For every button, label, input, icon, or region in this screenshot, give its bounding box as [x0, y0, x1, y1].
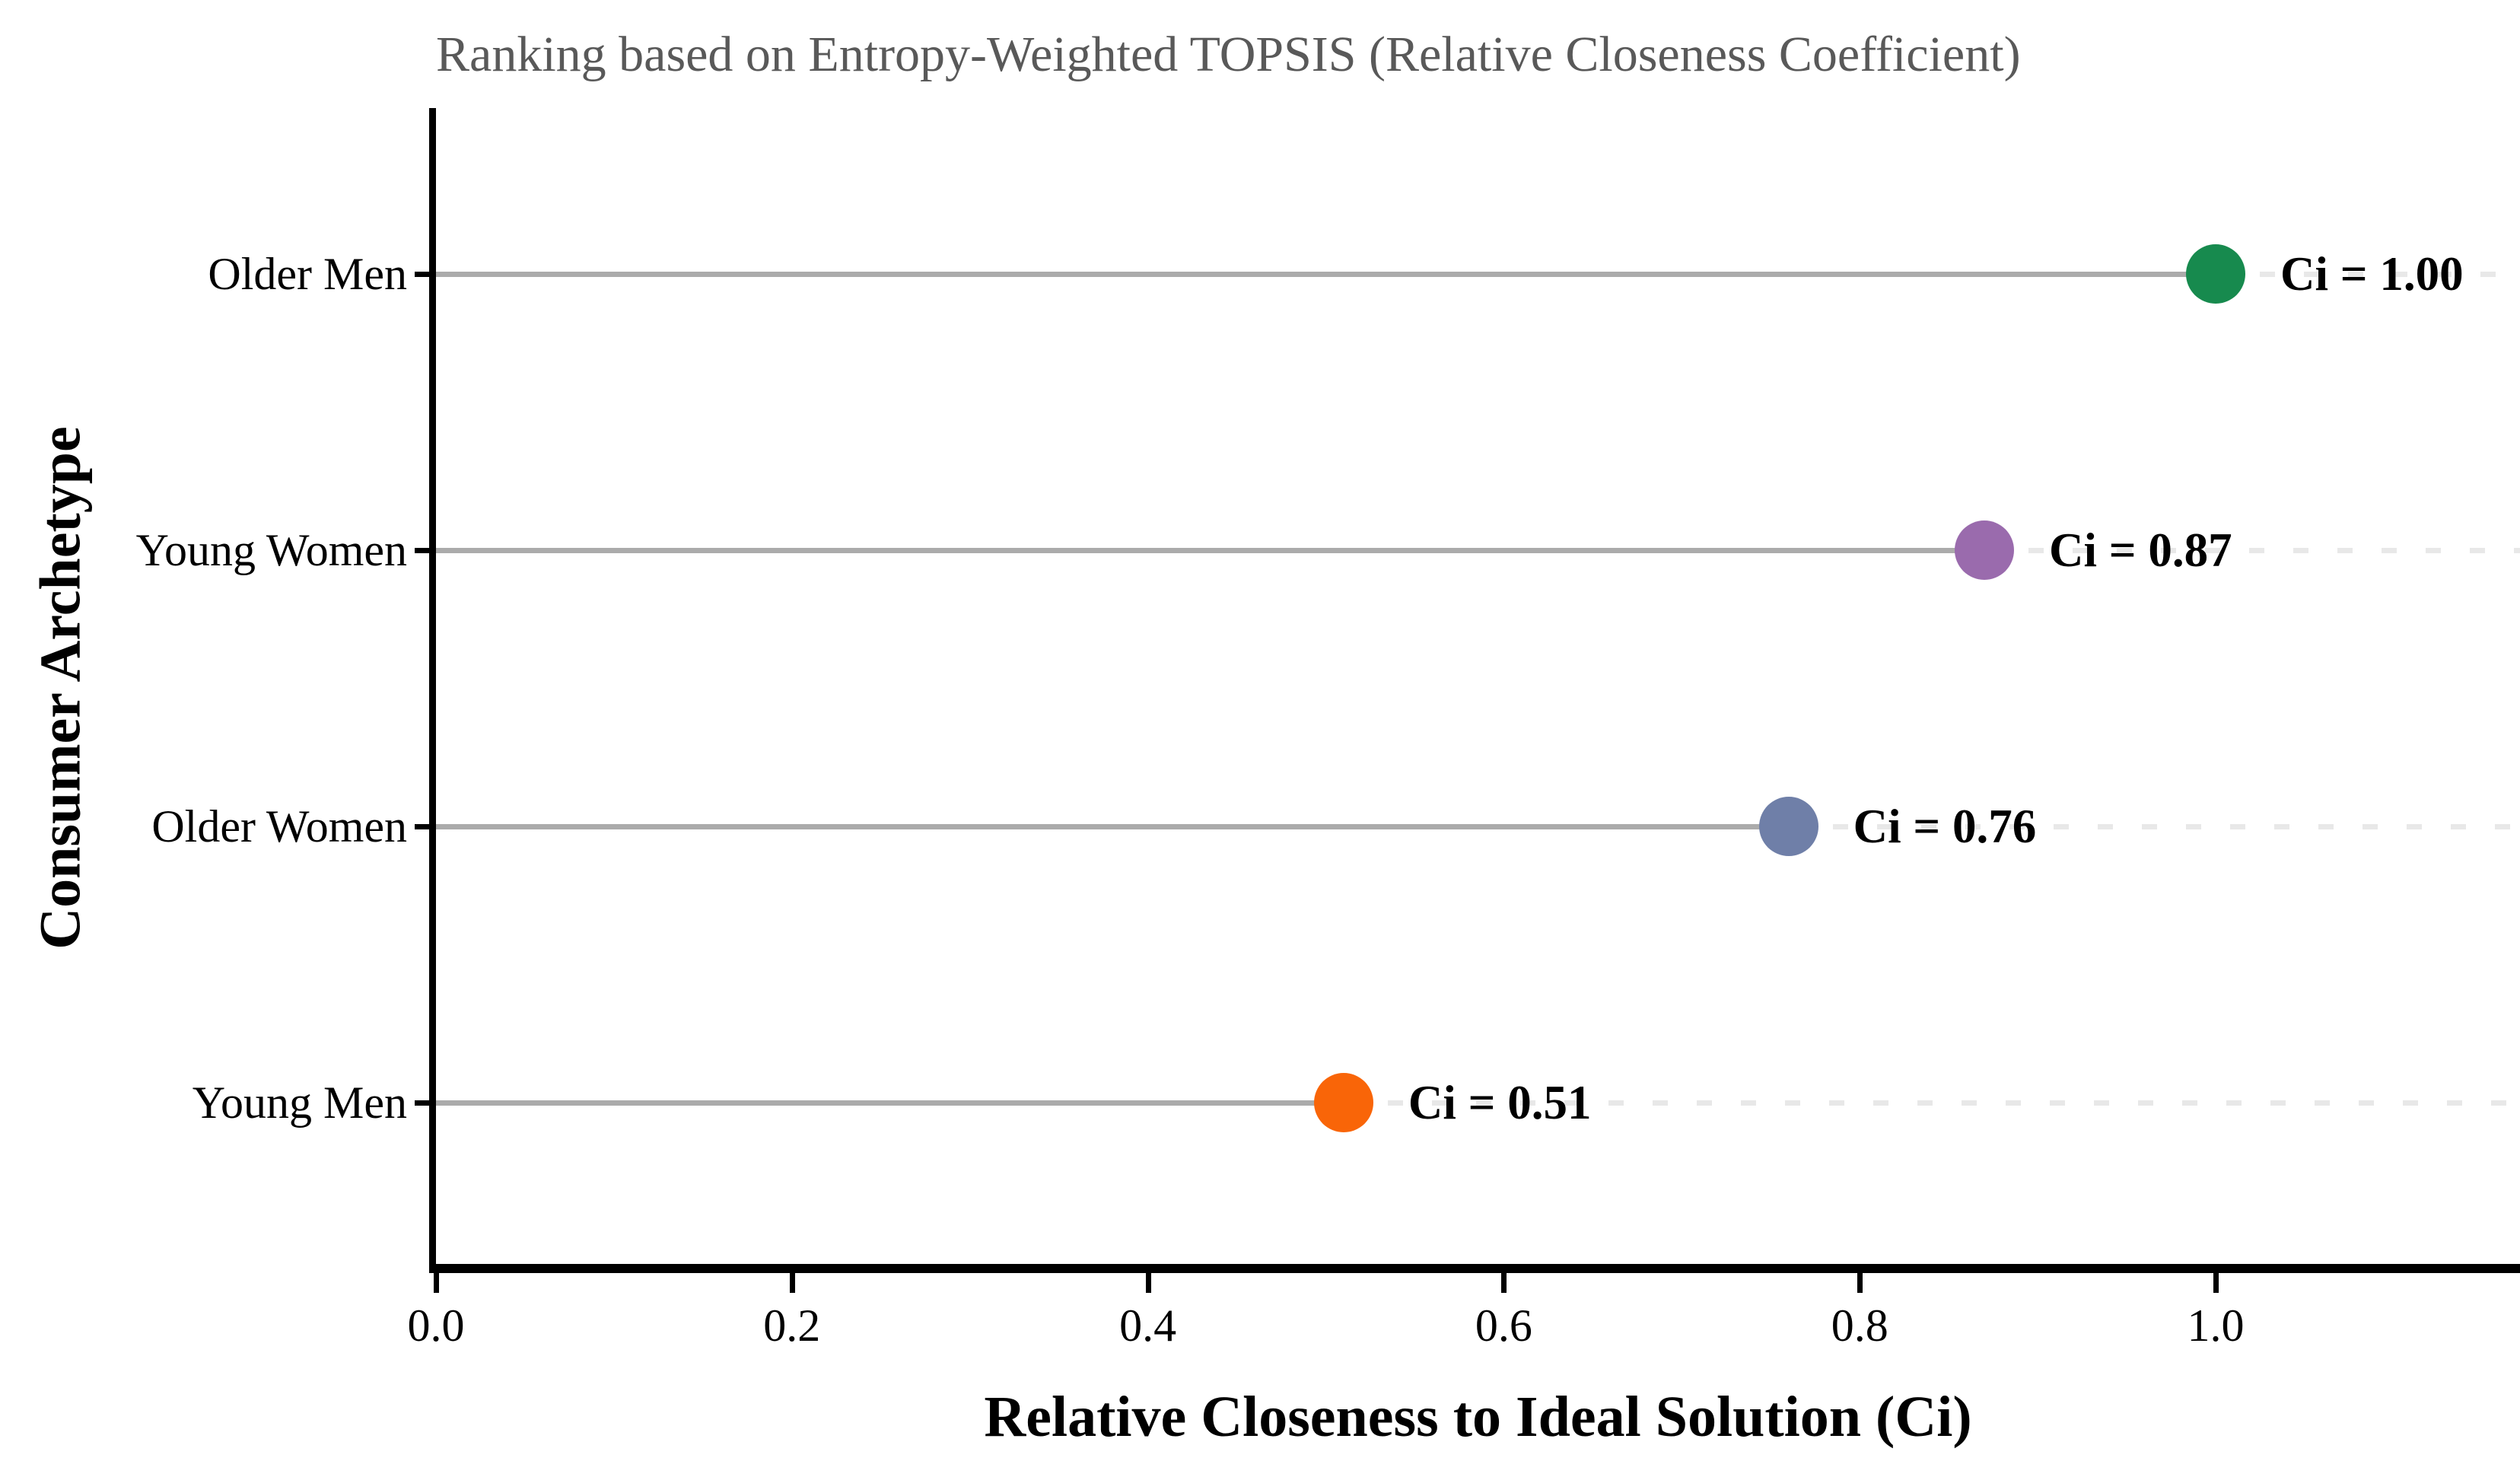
- x-tick-label: 0.4: [1119, 1300, 1177, 1351]
- y-tick-mark: [415, 547, 436, 553]
- x-tick-label: 1.0: [2187, 1300, 2245, 1351]
- lollipop-stem: [436, 547, 1984, 553]
- y-tick-mark: [415, 271, 436, 277]
- y-tick-mark: [415, 1100, 436, 1106]
- x-tick-label: 0.2: [763, 1300, 821, 1351]
- x-axis-title: Relative Closeness to Ideal Solution (Ci…: [984, 1385, 1972, 1449]
- point-value-label: Ci = 0.76: [1853, 800, 2037, 854]
- x-tick-label: 0.6: [1475, 1300, 1532, 1351]
- data-point-dot: [1954, 520, 2014, 580]
- y-category-label: Older Women: [151, 801, 407, 852]
- guide-dashed-line: [1788, 824, 2520, 830]
- x-tick-mark: [1857, 1273, 1863, 1293]
- guide-dashed-line: [2216, 271, 2520, 277]
- x-tick-mark: [2213, 1273, 2219, 1293]
- y-category-label: Young Men: [192, 1078, 407, 1128]
- point-value-label: Ci = 0.87: [2048, 523, 2232, 577]
- x-tick-mark: [789, 1273, 795, 1293]
- x-tick-mark: [1501, 1273, 1507, 1293]
- x-tick-mark: [434, 1273, 439, 1293]
- x-axis-line: [429, 1264, 2520, 1273]
- lollipop-stem: [436, 824, 1789, 830]
- lollipop-stem: [436, 271, 2216, 277]
- data-point-dot: [1313, 1073, 1373, 1133]
- y-category-label: Young Women: [135, 524, 407, 575]
- y-axis-title-text: Consumer Archetype: [28, 426, 93, 950]
- point-value-label: Ci = 1.00: [2280, 247, 2464, 301]
- x-tick-label: 0.8: [1831, 1300, 1888, 1351]
- y-axis-line: [429, 108, 436, 1273]
- x-tick-label: 0.0: [407, 1300, 465, 1351]
- data-point-dot: [2186, 244, 2246, 304]
- y-category-label: Older Men: [208, 248, 407, 299]
- guide-dashed-line: [1984, 547, 2520, 553]
- x-tick-mark: [1145, 1273, 1151, 1293]
- lollipop-stem: [436, 1100, 1344, 1106]
- point-value-label: Ci = 0.51: [1408, 1076, 1592, 1130]
- y-tick-mark: [415, 824, 436, 830]
- guide-dashed-line: [1343, 1100, 2520, 1106]
- data-point-dot: [1758, 797, 1818, 857]
- chart-title: Ranking based on Entropy-Weighted TOPSIS…: [436, 27, 2021, 82]
